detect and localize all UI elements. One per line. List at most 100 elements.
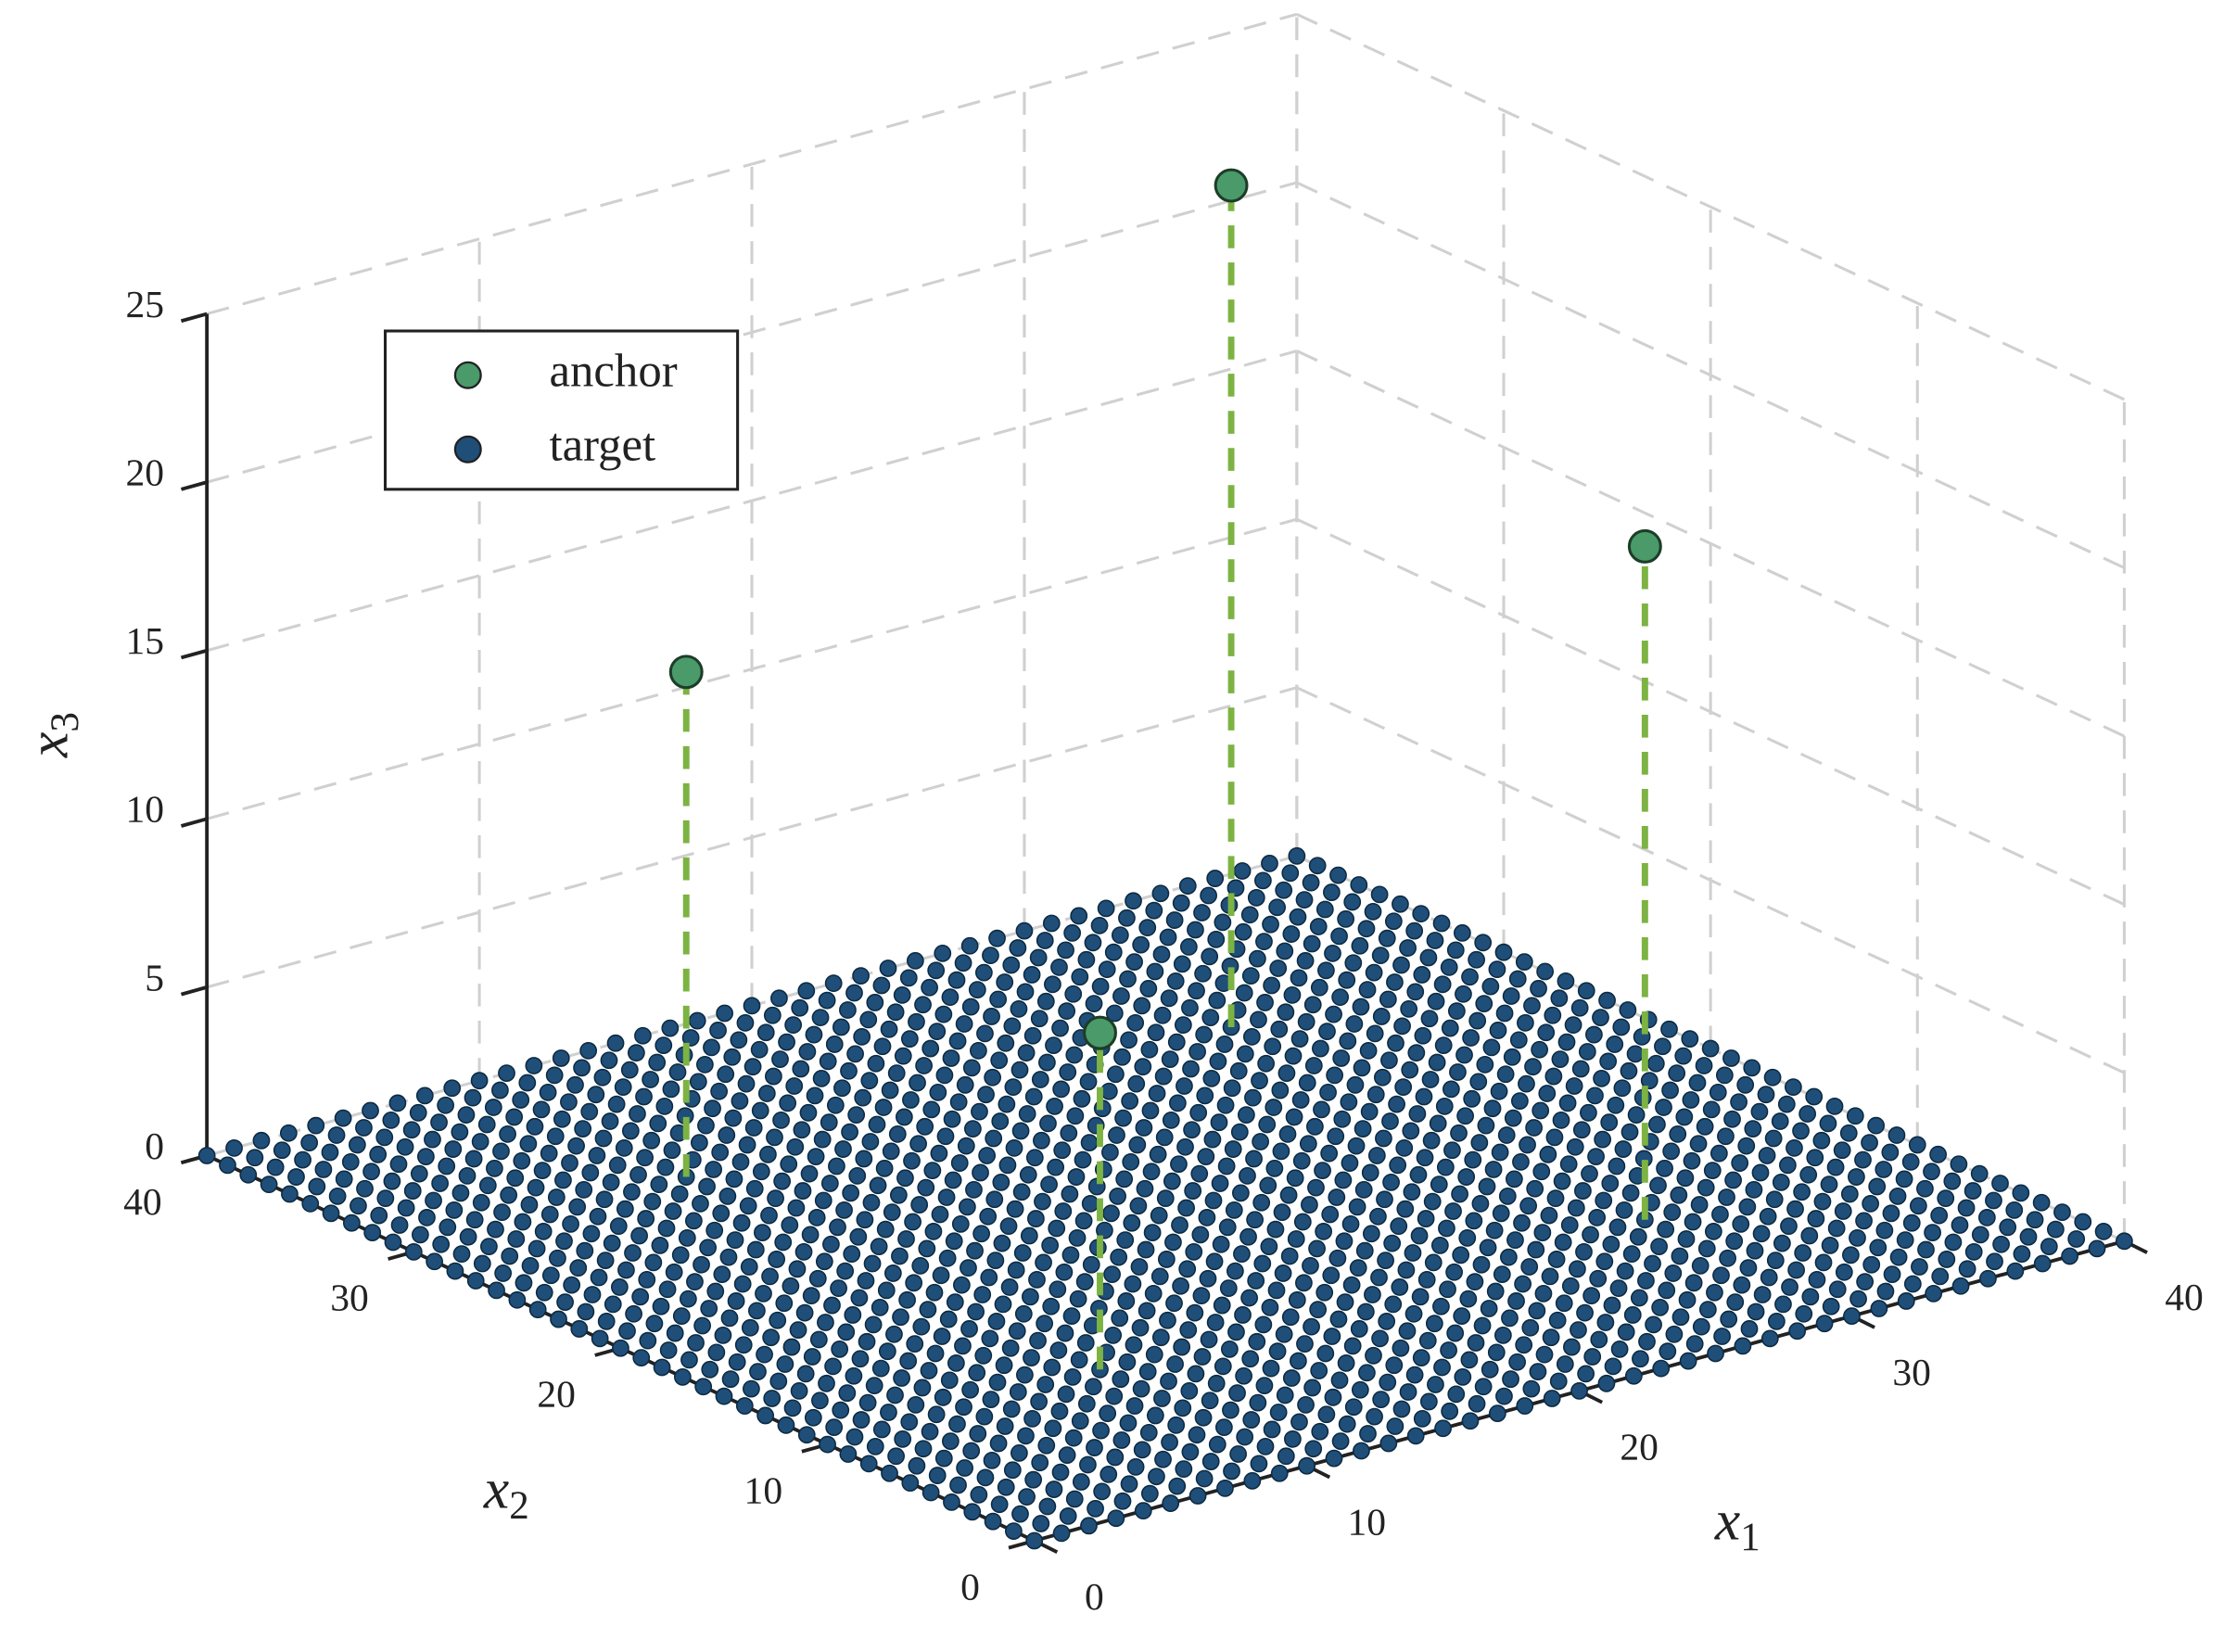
target-point	[705, 1161, 723, 1178]
target-point	[369, 1145, 388, 1163]
target-point	[842, 1184, 860, 1202]
target-point	[1298, 1456, 1316, 1475]
target-point	[900, 1413, 919, 1431]
target-point	[499, 1125, 516, 1143]
target-point	[1269, 959, 1288, 977]
target-point	[867, 1054, 885, 1073]
target-point	[1505, 1170, 1523, 1188]
target-point	[881, 1464, 898, 1482]
target-point	[776, 1355, 794, 1373]
target-point	[1759, 1207, 1777, 1226]
target-point	[1764, 1129, 1783, 1148]
target-point	[899, 969, 918, 987]
target-point	[1861, 1134, 1878, 1152]
target-point	[1582, 1287, 1601, 1305]
target-point	[822, 1235, 840, 1253]
target-point	[383, 1172, 401, 1190]
target-point	[1467, 1334, 1485, 1352]
target-point	[1806, 1149, 1824, 1167]
target-point	[933, 1328, 951, 1345]
target-point	[1015, 921, 1034, 940]
target-point	[787, 1199, 806, 1217]
target-point	[1908, 1136, 1926, 1154]
target-point	[1739, 1259, 1758, 1277]
target-point	[989, 1434, 1008, 1453]
target-point	[1399, 1383, 1417, 1401]
target-point	[1351, 1380, 1369, 1399]
target-point	[1337, 910, 1355, 928]
target-point	[1586, 1087, 1604, 1105]
target-point	[1421, 1071, 1440, 1088]
target-point	[765, 1067, 782, 1086]
target-point	[1514, 1275, 1532, 1293]
target-point	[755, 1284, 772, 1303]
target-point	[1277, 1447, 1295, 1466]
target-point	[1846, 1107, 1864, 1125]
target-point	[1010, 1443, 1028, 1462]
target-point	[993, 1234, 1011, 1252]
target-point	[657, 1219, 676, 1238]
target-point	[1429, 1114, 1447, 1133]
target-point	[879, 959, 897, 977]
target-point	[515, 1274, 533, 1292]
target-point	[1732, 1214, 1750, 1233]
target-point	[1180, 1382, 1199, 1400]
target-point	[1067, 1168, 1086, 1186]
target-point	[724, 1109, 743, 1127]
target-point	[1288, 846, 1306, 865]
target-point	[1290, 1030, 1309, 1048]
target-point	[1276, 942, 1294, 960]
target-point	[1320, 1144, 1339, 1163]
target-point	[1684, 1274, 1703, 1292]
target-point	[1277, 1064, 1296, 1082]
target-point	[520, 1196, 539, 1214]
target-point	[1468, 1011, 1487, 1030]
target-point	[1138, 1302, 1156, 1320]
target-point	[1750, 1102, 1769, 1121]
target-point	[1632, 1350, 1649, 1368]
target-point	[1080, 1134, 1099, 1152]
target-point	[976, 1468, 995, 1487]
target-point	[1177, 1199, 1195, 1217]
target-point	[922, 1100, 941, 1119]
target-point	[1599, 1052, 1618, 1071]
target-point	[356, 1179, 374, 1198]
target-point	[514, 1213, 532, 1231]
target-point	[1198, 1209, 1216, 1226]
target-point	[1409, 1165, 1428, 1184]
target-point	[807, 1209, 826, 1226]
target-point	[1335, 1232, 1354, 1251]
target-point	[506, 1169, 525, 1188]
target-point	[601, 1112, 619, 1130]
target-point	[1236, 1045, 1254, 1063]
target-point	[1266, 1220, 1285, 1239]
target-point	[1923, 1163, 1940, 1181]
target-point	[913, 1379, 932, 1397]
target-point	[533, 1162, 552, 1180]
target-point	[828, 1157, 845, 1175]
target-point	[1577, 1365, 1595, 1383]
target-point	[914, 1440, 933, 1458]
target-point	[771, 1050, 789, 1068]
target-point	[1410, 1226, 1429, 1245]
target-point	[1068, 1228, 1087, 1247]
target-point	[1515, 953, 1533, 971]
target-point	[1710, 1144, 1728, 1163]
target-point	[1001, 1339, 1020, 1357]
target-point	[1720, 1310, 1738, 1328]
target-point	[1224, 1140, 1242, 1158]
target-point	[1532, 1163, 1551, 1181]
target-point	[554, 1171, 572, 1189]
target-point	[1440, 1341, 1457, 1359]
target-point	[1534, 1284, 1553, 1303]
target-point	[1570, 1382, 1588, 1400]
target-point	[498, 1064, 515, 1082]
target-point	[1348, 1198, 1366, 1216]
target-point	[1439, 1280, 1456, 1299]
target-point	[1329, 866, 1347, 884]
target-point	[1382, 1173, 1400, 1191]
target-point	[1337, 1353, 1355, 1372]
target-point	[777, 1416, 795, 1434]
target-point	[1696, 1117, 1714, 1136]
target-point	[1875, 1221, 1894, 1239]
